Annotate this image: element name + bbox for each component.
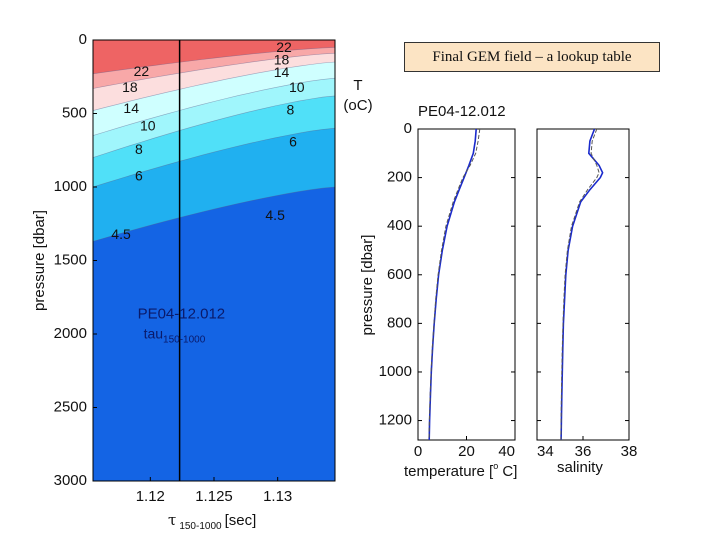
profile-panel-1-xtick-label-2: 38	[621, 443, 638, 460]
profile-ytick-label-1000: 1000	[379, 363, 412, 380]
tau-annotation-sub: 150-1000	[163, 335, 206, 346]
fill-band-below-4-5	[93, 187, 335, 481]
contour-label-13: 4.5	[111, 226, 131, 242]
contour-ytick-label-0: 0	[79, 31, 87, 48]
profile-panel-0-series-dashed	[428, 128, 481, 441]
temperature-xlabel: temperature [o C]	[404, 461, 517, 480]
profile-ylabel: pressure [dbar]	[359, 235, 376, 336]
title-box: Final GEM field – a lookup table	[404, 42, 660, 72]
contour-ytick-label-3000: 3000	[54, 472, 87, 489]
isotherm-line-4-5	[93, 186, 335, 242]
contour-label-10: 10	[140, 117, 156, 133]
temperature-legend-label: T (oC)	[338, 76, 378, 116]
contour-label-6: 4.5	[265, 207, 285, 223]
tau-annotation: tau150-1000	[144, 326, 206, 346]
isotherm-line-18	[93, 52, 335, 89]
profile-ytick-label-800: 800	[387, 314, 412, 331]
contour-ytick-label-2500: 2500	[54, 398, 87, 415]
profile-panel-1-box	[536, 128, 630, 441]
contour-label-11: 8	[135, 141, 143, 157]
contour-label-3: 10	[289, 79, 305, 95]
profile-annotation: PE04-12.012	[138, 306, 226, 323]
profile-ytick-label-200: 200	[387, 169, 412, 186]
profile-panel-0-xtick-label-0: 0	[414, 443, 422, 460]
contour-label-2: 14	[274, 64, 290, 80]
profile-panel-1-series-dashed	[560, 128, 600, 441]
profile-panel-1-series-solid	[560, 128, 604, 441]
contour-label-12: 6	[135, 167, 143, 183]
temperature-legend-unit: (oC)	[343, 97, 373, 114]
contour-label-9: 14	[123, 100, 139, 116]
contour-xlabel-main: τ	[168, 511, 176, 529]
contour-label-1: 18	[274, 51, 290, 67]
temperature-xlabel-deg: o	[493, 461, 498, 471]
contour-label-0: 22	[276, 39, 292, 55]
contour-label-7: 22	[134, 63, 150, 79]
profile-panel-1-xtick-label-1: 36	[575, 443, 592, 460]
contour-xtick-label-2: 1.13	[263, 488, 292, 505]
isotherm-line-14	[93, 61, 335, 111]
profile-ytick-label-1200: 1200	[379, 412, 412, 429]
contour-ylabel: pressure [dbar]	[31, 210, 48, 311]
profile-title: PE04-12.012	[418, 103, 506, 120]
temperature-legend-symbol: T	[353, 77, 363, 94]
profile-panel-1-xtick-label-0: 34	[537, 443, 554, 460]
temperature-xlabel-end: C]	[498, 463, 517, 480]
contour-xlabel-unit: [sec]	[225, 512, 257, 529]
contour-fills	[93, 40, 335, 481]
profile-panel-0-xtick-label-2: 40	[498, 443, 515, 460]
contour-ytick-label-1000: 1000	[54, 178, 87, 195]
tau-annotation-main: tau	[144, 326, 163, 342]
contour-label-5: 6	[289, 134, 297, 150]
profile-ytick-label-0: 0	[404, 120, 412, 137]
contour-label-4: 8	[287, 101, 295, 117]
profile-ytick-label-600: 600	[387, 266, 412, 283]
profile-ytick-label-400: 400	[387, 217, 412, 234]
contour-ytick-label-2000: 2000	[54, 325, 87, 342]
contour-ytick-label-1500: 1500	[54, 251, 87, 268]
contour-xlabel-sub: 150-1000	[179, 521, 222, 532]
contour-ytick-label-500: 500	[62, 104, 87, 121]
isotherm-line-8	[93, 95, 335, 158]
isotherm-line-10	[93, 77, 335, 136]
profile-panel-0-box	[417, 128, 516, 441]
contour-xtick-label-0: 1.12	[136, 488, 165, 505]
contour-xlabel: τ 150-1000 [sec]	[168, 511, 256, 532]
contour-label-8: 18	[122, 79, 138, 95]
isotherm-line-6	[93, 127, 335, 188]
isotherm-line-22	[93, 47, 335, 75]
temperature-xlabel-main: temperature [	[404, 463, 494, 480]
title-text: Final GEM field – a lookup table	[432, 49, 632, 65]
profile-panel-0-xtick-label-1: 20	[458, 443, 475, 460]
salinity-xlabel: salinity	[557, 459, 603, 476]
contour-xtick-label-1: 1.125	[195, 488, 233, 505]
